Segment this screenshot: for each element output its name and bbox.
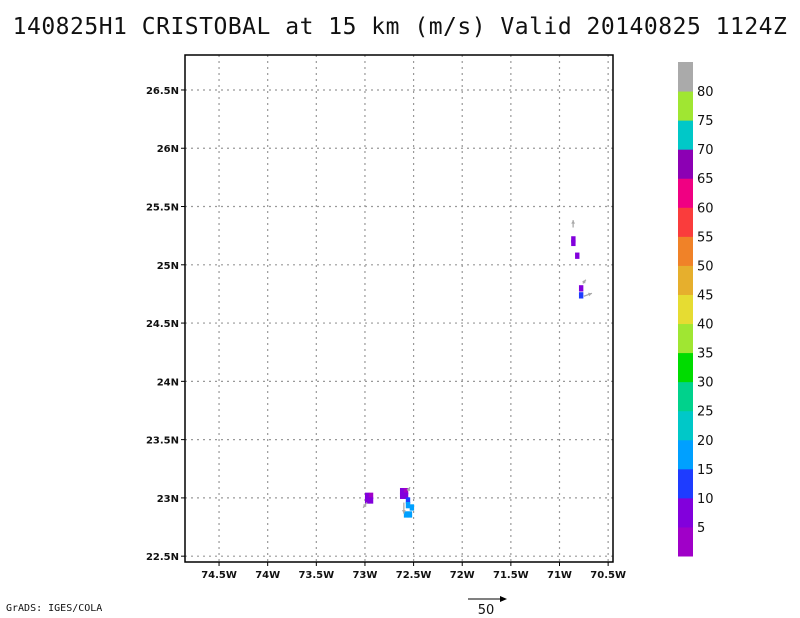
colorbar-segment: [678, 439, 693, 470]
colorbar-segment: [678, 62, 693, 92]
colorbar-label: 80: [697, 85, 714, 100]
y-tick-label: 24.5N: [146, 319, 179, 330]
data-cell: [571, 239, 576, 247]
colorbar-segment: [678, 468, 693, 499]
colorbar-label: 35: [697, 347, 714, 362]
data-cell: [405, 501, 411, 509]
wind-vector-head: [401, 510, 406, 514]
colorbar-label: 15: [697, 463, 714, 478]
colorbar-segment: [678, 207, 693, 237]
vector-scale-label: 50: [478, 603, 495, 618]
wind-vectors: [362, 220, 593, 514]
data-cell: [368, 497, 374, 504]
y-tick-label: 25.5N: [146, 203, 179, 214]
plot-frame: [184, 54, 614, 563]
grid-lines: [185, 55, 613, 562]
data-cell: [403, 492, 409, 499]
data-cell: [571, 236, 576, 243]
colorbar-label: 10: [697, 492, 714, 507]
x-tick-label: 70.5W: [590, 570, 626, 581]
colorbar-segment: [678, 149, 693, 179]
data-cell: [405, 497, 411, 504]
colorbar-label: 60: [697, 201, 714, 216]
colorbar-label: 40: [697, 318, 714, 333]
x-tick-label: 72.5W: [396, 570, 432, 581]
wind-vector-head: [571, 220, 576, 224]
colorbar-segment: [678, 410, 693, 441]
colorbar-label: 50: [697, 259, 714, 274]
colorbar-segment: [678, 294, 693, 325]
colorbar-segment: [678, 381, 693, 412]
x-tick-label: 71W: [547, 570, 572, 581]
colorbar-segment: [678, 265, 693, 295]
data-cell: [368, 492, 374, 499]
colorbar: 5 10 15 20 25 30 35 40 45 50 55 60 65 70 75 80: [678, 62, 714, 557]
wind-vector-head: [406, 487, 410, 492]
data-cell: [364, 492, 370, 499]
colorbar-segment: [678, 526, 693, 557]
y-tick-label: 23.5N: [146, 436, 179, 447]
y-tick-label: 22.5N: [146, 552, 179, 563]
data-cell: [578, 292, 584, 299]
y-tick-label: 23N: [157, 494, 179, 505]
colorbar-segment: [678, 497, 693, 528]
wind-vector-head: [588, 292, 592, 297]
data-cell: [578, 285, 584, 292]
colorbar-label: 55: [697, 230, 714, 245]
wind-vector-head: [582, 279, 586, 284]
colorbar-label: 65: [697, 172, 714, 187]
y-axis: 22.5N 23N 23.5N 24N 24.5N 25N 25.5N 26N 26.5N: [146, 86, 185, 563]
data-cell: [399, 487, 405, 495]
colorbar-label: 75: [697, 114, 714, 129]
y-tick-label: 24N: [157, 377, 179, 388]
x-tick-label: 72W: [450, 570, 475, 581]
colorbar-label: 45: [697, 288, 714, 303]
x-tick-label: 73.5W: [298, 570, 334, 581]
colorbar-segment: [678, 120, 693, 150]
y-tick-label: 25N: [157, 261, 179, 272]
colorbar-label: 70: [697, 143, 714, 158]
y-tick-label: 26.5N: [146, 86, 179, 97]
colorbar-label: 5: [697, 521, 705, 536]
x-tick-label: 74W: [255, 570, 280, 581]
y-tick-label: 26N: [157, 144, 179, 155]
x-tick-label: 71.5W: [493, 570, 529, 581]
colorbar-segment: [678, 352, 693, 383]
vector-scale-arrowhead: [500, 596, 507, 602]
x-tick-label: 74.5W: [201, 570, 237, 581]
x-axis: 74.5W 74W 73.5W 73W 72.5W 72W 71.5W 71W 70.5W: [201, 562, 626, 581]
data-cell: [403, 487, 409, 495]
colorbar-label: 30: [697, 376, 714, 391]
data-cell: [403, 511, 409, 518]
data-cell: [409, 504, 415, 511]
colorbar-segment: [678, 236, 693, 266]
data-cell: [407, 511, 413, 518]
colorbar-segment: [678, 178, 693, 208]
x-tick-label: 73W: [352, 570, 377, 581]
wind-vector-head: [363, 503, 367, 508]
data-cell: [399, 492, 405, 499]
colorbar-segment: [678, 91, 693, 121]
vector-scale: 50: [468, 596, 507, 618]
data-cell: [364, 497, 370, 504]
colorbar-label: 20: [697, 434, 714, 449]
grads-credit: GrADS: IGES/COLA: [6, 603, 103, 614]
data-cells: [364, 236, 584, 518]
colorbar-label: 25: [697, 405, 714, 420]
colorbar-segment: [678, 323, 693, 354]
data-cell: [575, 252, 580, 259]
chart-title: 140825H1 CRISTOBAL at 15 km (m/s) Valid …: [12, 14, 788, 40]
